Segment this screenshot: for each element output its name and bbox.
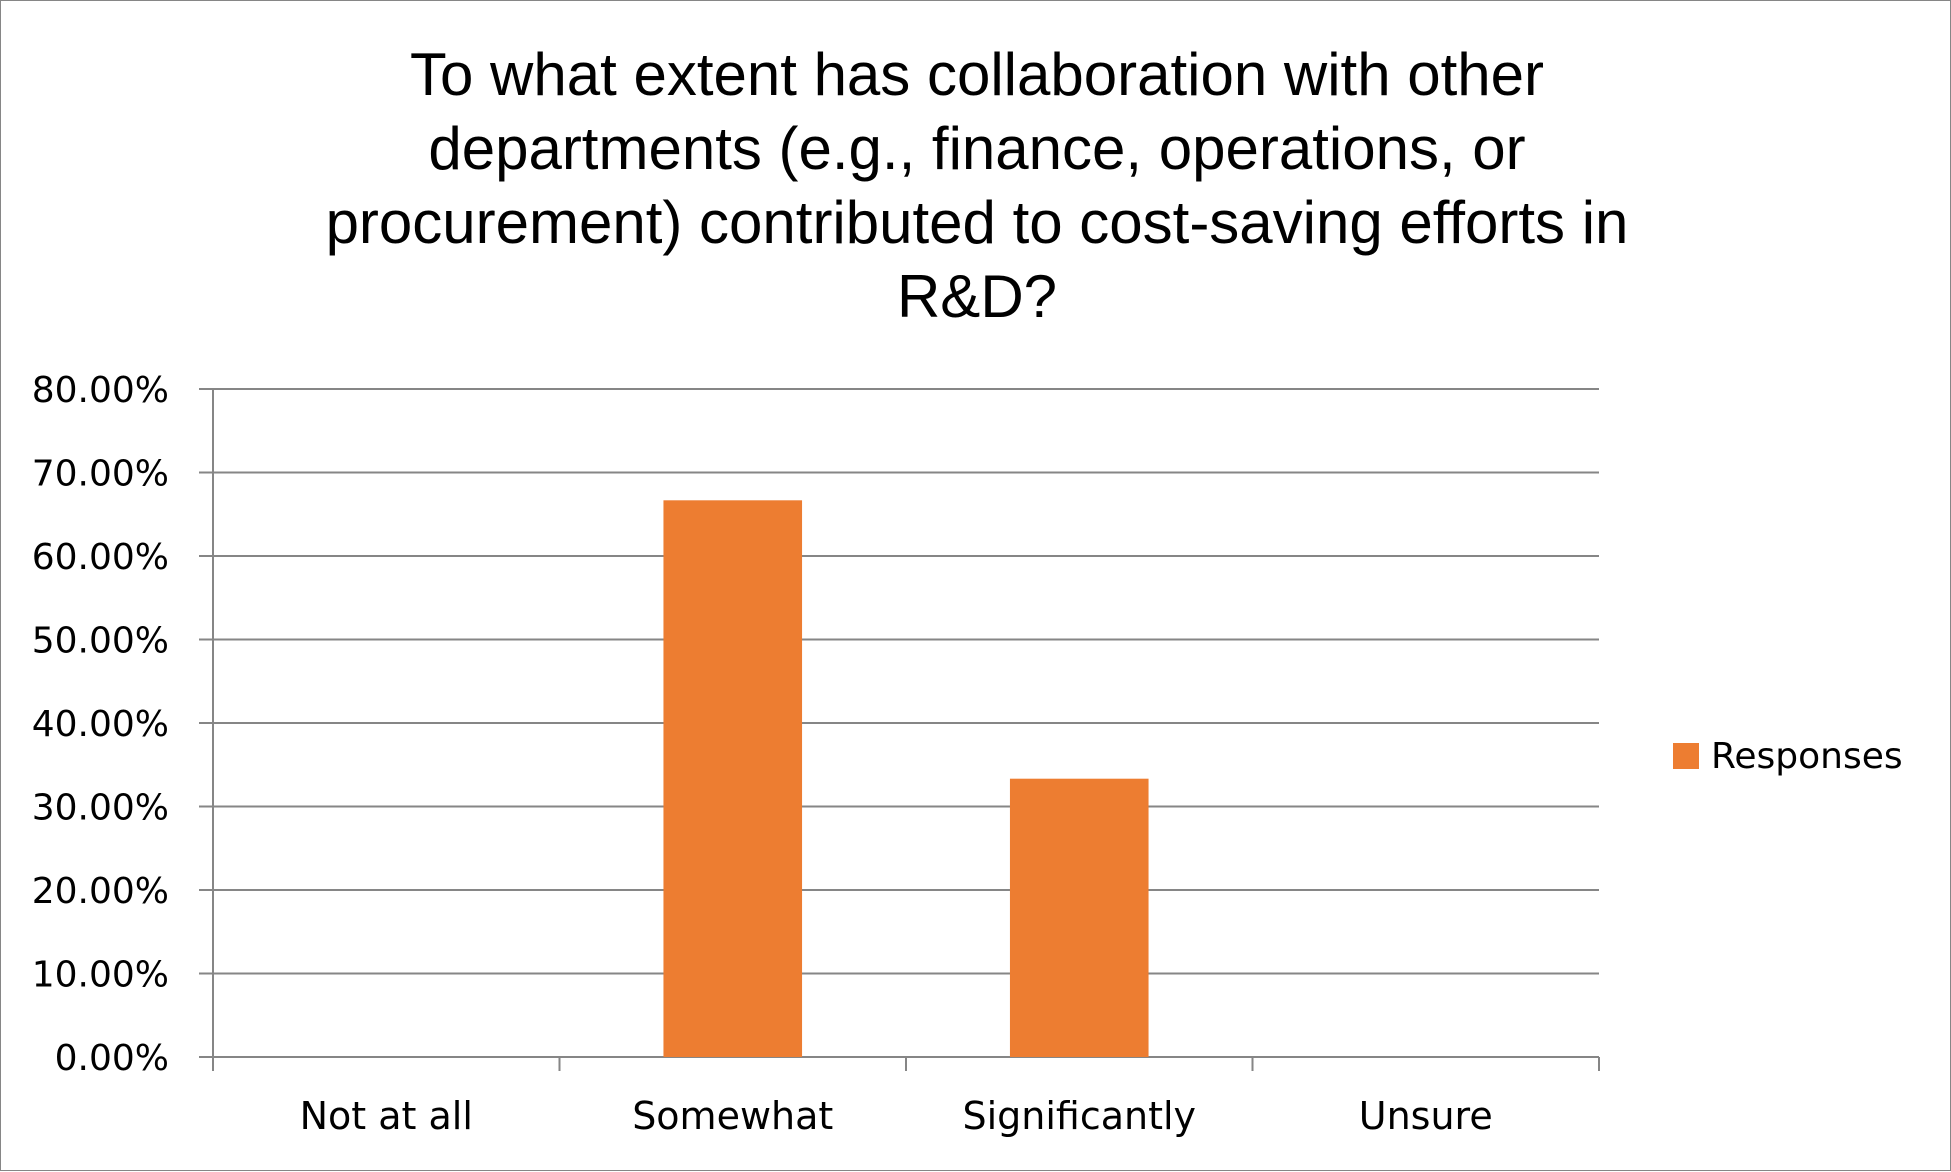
axes [199, 388, 1600, 1071]
chart-title-line: procurement) contributed to cost-saving … [326, 189, 1629, 256]
y-tick-label: 40.00% [32, 704, 169, 745]
y-tick-label: 10.00% [32, 955, 169, 996]
chart-title-line: departments (e.g., finance, operations, … [428, 115, 1525, 182]
legend-label: Responses [1711, 736, 1903, 777]
y-axis-tick-labels: 0.00% 10.00% 20.00% 30.00% 40.00% 50.00% 60.00… [32, 370, 169, 1079]
chart-title: To what extent has collaboration with ot… [326, 41, 1629, 330]
bar [1009, 778, 1149, 1057]
y-tick-label: 70.00% [32, 454, 169, 495]
chart-title-line: To what extent has collaboration with ot… [410, 41, 1544, 108]
x-category-label: Significantly [962, 1094, 1196, 1138]
y-tick-label: 30.00% [32, 788, 169, 829]
y-tick-label: 50.00% [32, 621, 169, 662]
bars [663, 500, 1149, 1057]
y-tick-label: 80.00% [32, 370, 169, 411]
bar [663, 500, 803, 1057]
y-tick-label: 60.00% [32, 537, 169, 578]
x-axis-category-labels: Not at all Somewhat Significantly Unsure [300, 1094, 1493, 1138]
legend-swatch [1673, 743, 1699, 769]
y-tick-label: 20.00% [32, 871, 169, 912]
x-category-label: Somewhat [632, 1094, 833, 1138]
x-category-label: Not at all [300, 1094, 473, 1138]
y-tick-label: 0.00% [55, 1038, 169, 1079]
chart-title-line: R&D? [897, 263, 1057, 330]
legend: Responses [1673, 736, 1903, 777]
x-category-label: Unsure [1359, 1094, 1493, 1138]
gridlines [213, 388, 1599, 975]
